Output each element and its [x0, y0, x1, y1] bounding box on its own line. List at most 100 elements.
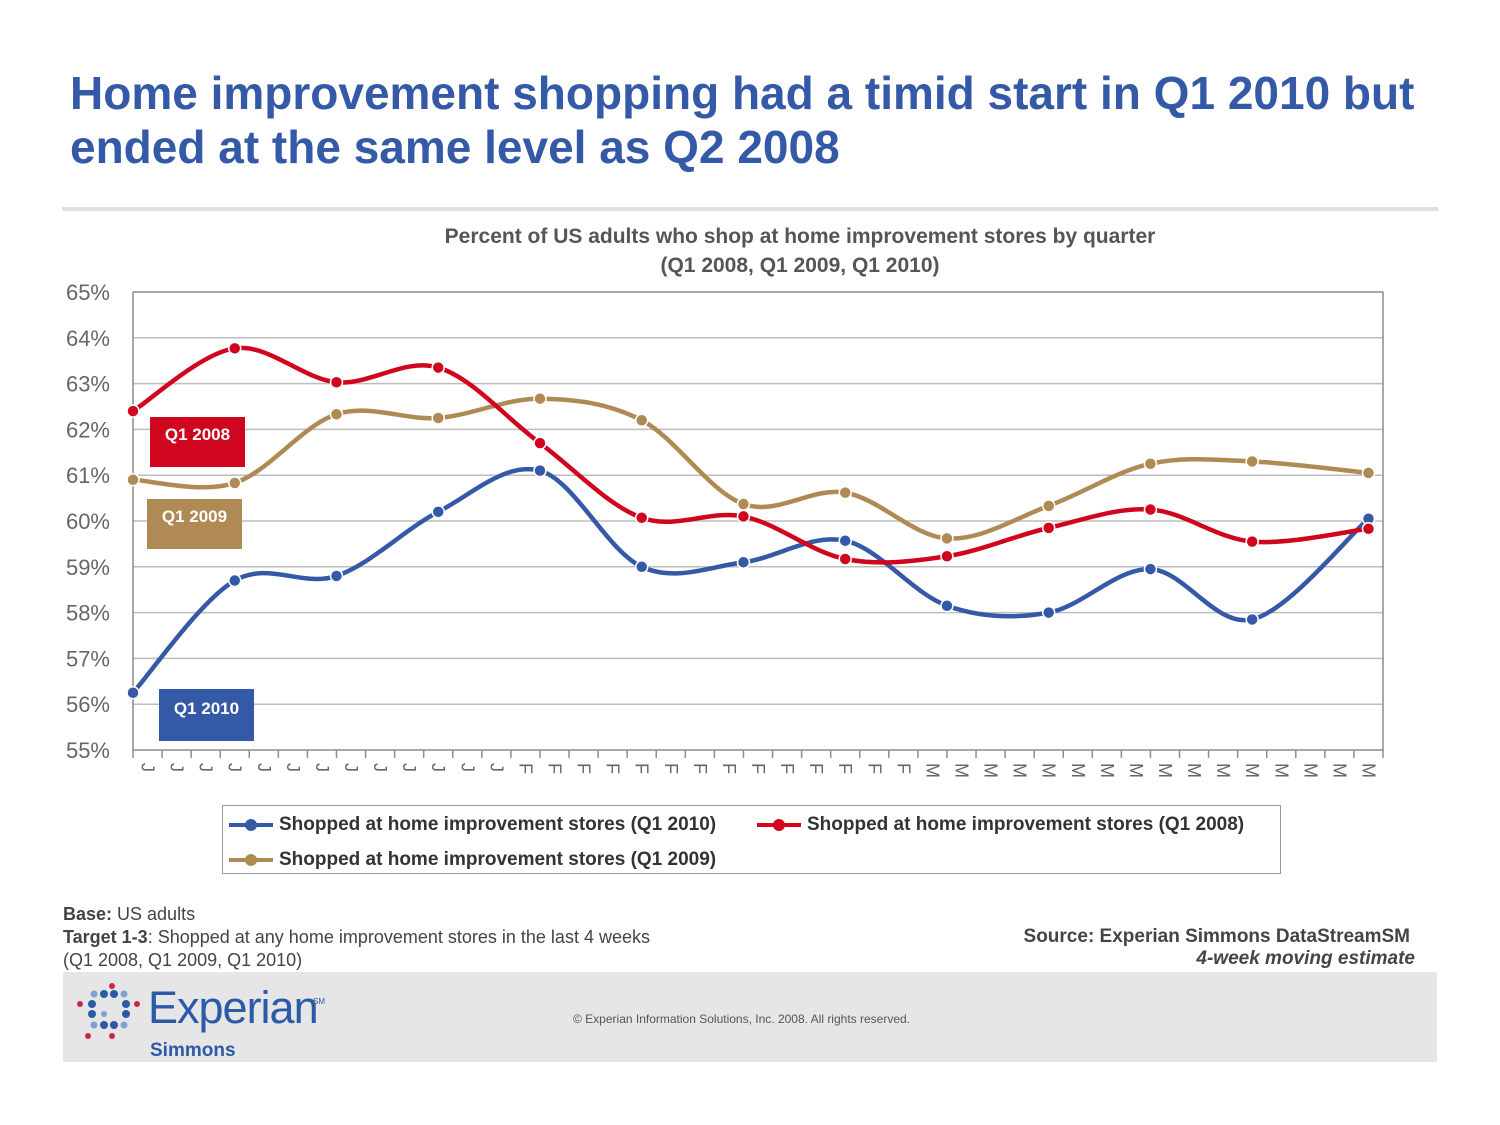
- line-chart: 55%56%57%58%59%60%61%62%63%64%65%J J J J J J J…: [66, 280, 1384, 778]
- x-tick-label: M: [1213, 763, 1233, 778]
- data-point-q1-2009: [838, 485, 852, 500]
- y-tick-label: 56%: [66, 692, 110, 717]
- base-line: Base: US adults: [63, 904, 196, 924]
- y-tick-label: 58%: [66, 601, 110, 626]
- series-label-q1-2010: Q1 2010: [159, 689, 254, 741]
- x-tick-label: J: [138, 763, 158, 772]
- x-tick-label: F: [864, 763, 884, 774]
- chart-title-line: Percent of US adults who shop at home im…: [444, 225, 1156, 248]
- base-notes: Base: US adults Target 1-3: Shopped at a…: [63, 903, 650, 972]
- y-tick-label: 57%: [66, 646, 110, 671]
- chart-title: Percent of US adults who shop at home im…: [200, 222, 1400, 280]
- data-point-q1-2008: [1041, 521, 1056, 535]
- data-point-q1-2010: [838, 533, 852, 548]
- x-tick-label: M: [1271, 763, 1291, 778]
- y-tick-label: 63%: [66, 372, 110, 397]
- x-tick-label: M: [1184, 763, 1204, 778]
- x-tick-label: J: [428, 763, 448, 772]
- x-tick-label: J: [399, 763, 419, 772]
- data-point-q1-2010: [940, 598, 954, 613]
- x-tick-label: F: [515, 763, 535, 774]
- data-point-q1-2009: [1245, 454, 1259, 469]
- x-tick-label: M: [1097, 763, 1117, 778]
- x-tick-label: F: [777, 763, 797, 774]
- data-point-q1-2009: [431, 411, 445, 425]
- data-point-q1-2010: [1041, 605, 1056, 620]
- x-tick-label: F: [835, 763, 855, 774]
- series-label-q1-2009: Q1 2009: [147, 499, 242, 549]
- x-tick-label: F: [893, 763, 913, 774]
- x-tick-label: F: [719, 763, 739, 774]
- slide-title: Home improvement shopping had a timid st…: [70, 67, 1415, 173]
- data-point-q1-2008: [431, 360, 445, 375]
- series-line-q1-2010: [131, 466, 1370, 695]
- data-point-q1-2008: [940, 549, 954, 564]
- legend-item-q1-2010: Shopped at home improvement stores (Q1 2…: [229, 814, 716, 836]
- y-tick-label: 59%: [66, 555, 110, 580]
- x-tick-label: M: [1010, 763, 1030, 778]
- data-point-q1-2010: [1143, 562, 1158, 576]
- legend-item-q1-2008: Shopped at home improvement stores (Q1 2…: [757, 814, 1244, 836]
- data-point-q1-2008: [126, 404, 140, 418]
- x-tick-label: J: [486, 763, 506, 772]
- chart-subtitle-line: (Q1 2008, Q1 2009, Q1 2010): [660, 254, 940, 277]
- legend-swatch-q1-2010: [229, 818, 273, 831]
- data-point-q1-2010: [533, 463, 547, 478]
- data-point-q1-2010: [431, 505, 445, 519]
- data-point-q1-2009: [533, 391, 547, 406]
- legend-swatch-q1-2008: [757, 818, 801, 831]
- x-tick-label: J: [370, 763, 390, 772]
- y-tick-label: 60%: [66, 509, 110, 534]
- data-point-q1-2009: [126, 473, 140, 487]
- data-point-q1-2008: [736, 509, 751, 524]
- x-tick-label: M: [1329, 763, 1349, 778]
- data-point-q1-2008: [634, 511, 649, 525]
- x-tick-label: J: [341, 763, 361, 772]
- x-tick-label: J: [254, 763, 274, 772]
- series-line-q1-2008: [131, 345, 1369, 565]
- x-tick-label: M: [1039, 763, 1059, 778]
- moving-estimate-note: 4-week moving estimate: [1196, 948, 1415, 969]
- data-point-q1-2008: [329, 375, 344, 389]
- plot-area-frame: [132, 291, 1384, 751]
- x-tick-label: M: [981, 763, 1001, 778]
- experian-logo-icon: [77, 983, 140, 1039]
- data-point-q1-2010: [227, 573, 242, 588]
- x-tick-label: F: [545, 763, 565, 774]
- x-tick-label: J: [167, 763, 187, 772]
- title-divider: [62, 207, 1438, 211]
- data-point-q1-2009: [1143, 457, 1158, 471]
- data-point-q1-2010: [126, 686, 140, 700]
- y-tick-label: 62%: [66, 417, 110, 442]
- simmons-logo-word: Simmons: [150, 1040, 236, 1061]
- x-tick-label: F: [603, 763, 623, 774]
- data-point-q1-2009: [1361, 466, 1376, 480]
- x-tick-label: F: [661, 763, 681, 774]
- chart-legend: Shopped at home improvement stores (Q1 2…: [222, 805, 1281, 874]
- data-point-q1-2010: [634, 560, 649, 574]
- experian-logo-sm: SM: [313, 997, 325, 1006]
- data-point-q1-2010: [1245, 612, 1259, 627]
- data-point-q1-2008: [1245, 534, 1259, 549]
- data-point-q1-2009: [736, 497, 751, 511]
- source-text: Source: Experian Simmons DataStreamSM: [1023, 926, 1410, 947]
- x-tick-label: M: [1242, 763, 1262, 778]
- data-point-q1-2009: [940, 531, 954, 546]
- x-tick-label: F: [806, 763, 826, 774]
- copyright-text: © Experian Information Solutions, Inc. 2…: [573, 1012, 911, 1026]
- x-tick-label: M: [1300, 763, 1320, 778]
- x-tick-label: F: [748, 763, 768, 774]
- data-point-q1-2008: [533, 436, 547, 450]
- target-subline: (Q1 2008, Q1 2009, Q1 2010): [63, 950, 303, 970]
- data-point-q1-2008: [227, 341, 242, 356]
- y-tick-label: 55%: [66, 738, 110, 763]
- x-tick-label: J: [312, 763, 332, 772]
- legend-swatch-q1-2009: [229, 853, 273, 866]
- y-tick-label: 65%: [66, 280, 110, 305]
- data-point-q1-2009: [329, 407, 344, 422]
- experian-logo-word: Experian: [148, 982, 319, 1033]
- y-tick-label: 64%: [66, 326, 110, 351]
- data-point-q1-2010: [736, 555, 751, 569]
- series-label-q1-2008: Q1 2008: [150, 417, 245, 467]
- footer-bar: [63, 972, 1437, 1062]
